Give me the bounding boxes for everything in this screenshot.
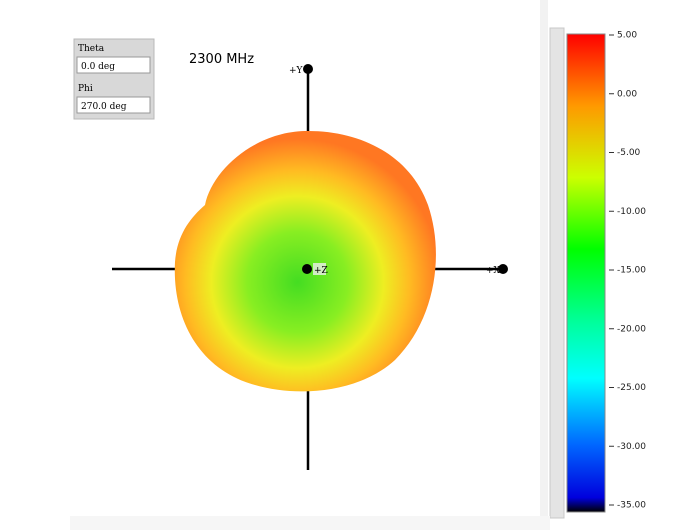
colorbar-tick-label: -25.00	[617, 383, 646, 393]
z-axis-label: +Z	[314, 266, 328, 276]
y-axis-label: +Y	[289, 66, 304, 76]
colorbar-tick-label: -35.00	[617, 501, 646, 511]
panel-edge	[540, 0, 548, 530]
colorbar-tick-label: 0.00	[617, 89, 637, 99]
theta-label: Theta	[78, 44, 105, 54]
colorbar	[566, 33, 606, 513]
frequency-label: 2300 MHz	[189, 52, 254, 67]
z-axis-end	[302, 264, 312, 274]
colorbar-tick-label: -10.00	[617, 207, 646, 217]
colorbar-tick-label: -30.00	[617, 442, 646, 452]
scroll-strip[interactable]	[549, 27, 565, 519]
phi-field[interactable]	[76, 96, 151, 114]
theta-value: 0.0 deg	[81, 62, 115, 72]
colorbar-tick-label: -20.00	[617, 324, 646, 334]
phi-label: Phi	[78, 84, 93, 94]
colorbar-tick-label: 5.00	[617, 31, 637, 41]
phi-value: 270.0 deg	[81, 102, 127, 112]
control-panel: Theta 0.0 deg Phi 270.0 deg	[73, 38, 155, 120]
x-axis-end	[498, 264, 508, 274]
y-axis-end	[303, 64, 313, 74]
colorbar-tick-label: -15.00	[617, 266, 646, 276]
colorbar-tick-label: -5.00	[617, 148, 641, 158]
radiation-pattern	[174, 130, 436, 392]
bottom-strip	[70, 516, 550, 530]
x-axis-label: +X	[486, 266, 501, 276]
theta-field[interactable]	[76, 56, 151, 74]
